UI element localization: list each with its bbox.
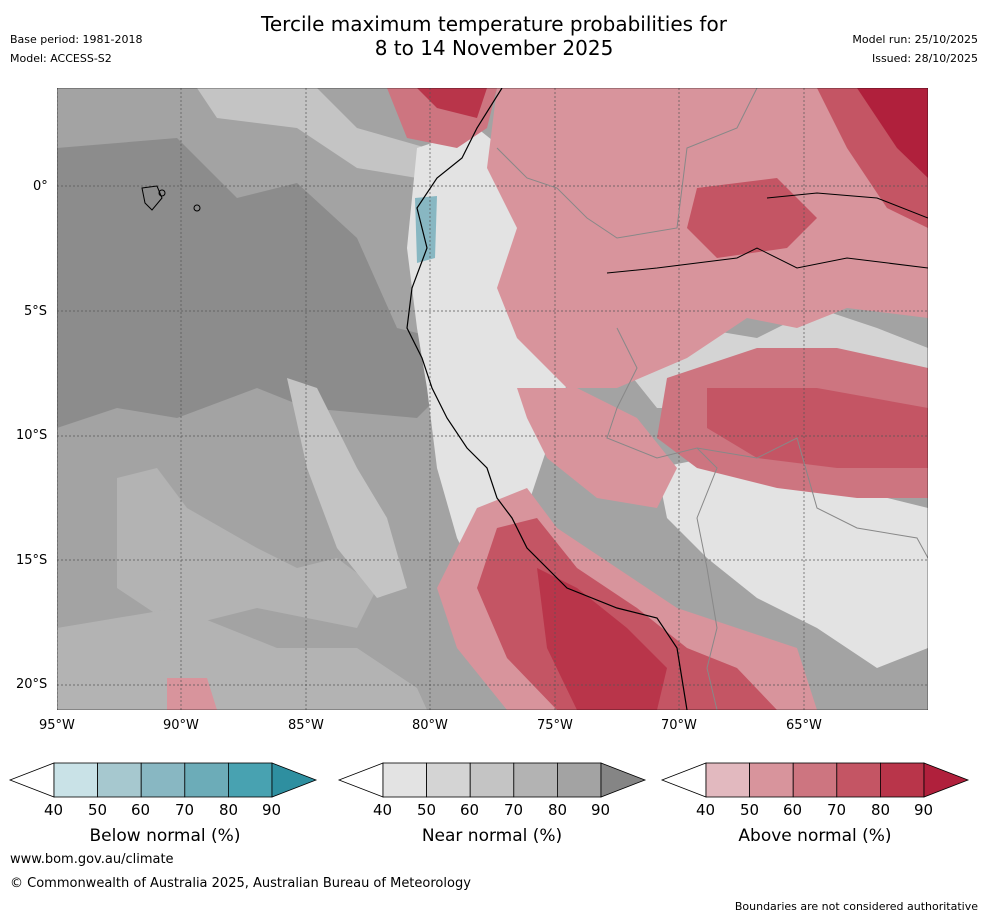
colorbar-left-extend xyxy=(660,762,707,798)
country-border-east xyxy=(696,437,928,559)
country-border-north xyxy=(496,88,758,239)
cb-below-tick-90: 90 xyxy=(262,801,282,819)
lon-label-80w: 80°W xyxy=(412,718,448,733)
colorbar-segment xyxy=(97,762,142,798)
cb-above-tick-50: 50 xyxy=(740,801,760,819)
lon-label-85w: 85°W xyxy=(288,718,324,733)
colorbar-segment xyxy=(513,762,558,798)
cb-above-tick-90: 90 xyxy=(914,801,934,819)
title-line-2: 8 to 14 November 2025 xyxy=(374,36,614,60)
colorbar-segment xyxy=(140,762,186,798)
island-santa-cruz xyxy=(158,189,166,197)
near-normal-50-strip xyxy=(287,378,407,598)
above-normal-70-central xyxy=(687,178,817,258)
colorbar-segment xyxy=(705,762,750,798)
above-normal-50-peru xyxy=(517,388,677,508)
colorbar-below-normal xyxy=(8,762,318,798)
near-normal-60-region xyxy=(117,468,377,628)
colorbar-segment xyxy=(557,762,602,798)
colorbar-left-extend xyxy=(8,762,55,798)
lat-label-20s: 20°S xyxy=(16,677,48,692)
cb-near-tick-50: 50 xyxy=(417,801,437,819)
below-normal-60-spot xyxy=(415,196,437,263)
cb-above-tick-70: 70 xyxy=(827,801,847,819)
lat-label-15s: 15°S xyxy=(16,553,48,568)
lon-label-90w: 90°W xyxy=(163,718,199,733)
above-normal-70-east xyxy=(707,388,928,468)
colorbar-segment xyxy=(880,762,925,798)
amazon-river xyxy=(606,247,928,274)
cb-near-tick-80: 80 xyxy=(548,801,568,819)
issued-date: Issued: 28/10/2025 xyxy=(871,52,978,65)
colorbar-segment xyxy=(184,762,229,798)
country-border-south xyxy=(606,327,718,710)
lon-label-95w: 95°W xyxy=(39,718,75,733)
below-normal-label: Below normal (%) xyxy=(89,826,241,846)
lat-label-5s: 5°S xyxy=(24,304,48,319)
cb-below-tick-60: 60 xyxy=(131,801,151,819)
colorbar-segment xyxy=(53,762,98,798)
colorbar-segment xyxy=(792,762,838,798)
cb-near-tick-70: 70 xyxy=(504,801,524,819)
colorbar-left-extend xyxy=(337,762,384,798)
colorbars xyxy=(8,762,970,798)
cb-below-tick-50: 50 xyxy=(88,801,108,819)
lat-label-0: 0° xyxy=(33,179,48,194)
above-normal-80-northwest xyxy=(417,88,487,118)
model-name: Model: ACCESS-S2 xyxy=(10,52,112,65)
near-normal-50-region xyxy=(197,88,427,178)
near-normal-60-south xyxy=(57,608,427,710)
island-isabela xyxy=(141,185,163,211)
cb-below-tick-80: 80 xyxy=(219,801,239,819)
colorbar-segment xyxy=(382,762,427,798)
cb-below-tick-40: 40 xyxy=(44,801,64,819)
lon-label-75w: 75°W xyxy=(537,718,573,733)
cb-near-tick-90: 90 xyxy=(591,801,611,819)
disclaimer-text: Boundaries are not considered authoritat… xyxy=(734,900,978,913)
lon-label-70w: 70°W xyxy=(661,718,697,733)
title-line-1: Tercile maximum temperature probabilitie… xyxy=(261,12,727,36)
near-normal-80-region xyxy=(57,138,447,428)
coastline xyxy=(406,88,688,710)
cb-above-tick-60: 60 xyxy=(783,801,803,819)
above-normal-label: Above normal (%) xyxy=(738,826,892,846)
colorbar-right-extend xyxy=(271,762,318,798)
colorbar-right-extend xyxy=(923,762,970,798)
above-normal-70-south xyxy=(477,518,777,710)
cb-below-tick-70: 70 xyxy=(175,801,195,819)
colorbar-right-extend xyxy=(600,762,647,798)
copyright-text: © Commonwealth of Australia 2025, Austra… xyxy=(10,876,471,891)
above-normal-90-northeast xyxy=(857,88,928,178)
lat-label-10s: 10°S xyxy=(16,428,48,443)
model-run: Model run: 25/10/2025 xyxy=(852,33,978,46)
colorbar-segment xyxy=(836,762,881,798)
website-link[interactable]: www.bom.gov.au/climate xyxy=(10,852,174,867)
probability-map xyxy=(57,88,928,710)
cb-above-tick-80: 80 xyxy=(871,801,891,819)
colorbar-segment xyxy=(469,762,515,798)
lon-label-65w: 65°W xyxy=(786,718,822,733)
cb-near-tick-60: 60 xyxy=(460,801,480,819)
island-san-cristobal xyxy=(193,204,201,212)
near-normal-40-southeast xyxy=(657,448,928,668)
cb-near-tick-40: 40 xyxy=(373,801,393,819)
galapagos-islands xyxy=(141,185,201,212)
graticule xyxy=(57,88,928,710)
colorbar-segment xyxy=(426,762,471,798)
base-period: Base period: 1981-2018 xyxy=(10,33,143,46)
cb-above-tick-40: 40 xyxy=(696,801,716,819)
above-normal-80-south xyxy=(537,568,667,710)
river-north xyxy=(766,192,928,219)
near-normal-label: Near normal (%) xyxy=(421,826,563,846)
chart-title: Tercile maximum temperature probabilitie… xyxy=(0,12,988,60)
colorbar-near-normal xyxy=(337,762,647,798)
colorbar-above-normal xyxy=(660,762,970,798)
colorbar-segment xyxy=(749,762,794,798)
above-normal-50-southwest xyxy=(167,678,217,710)
colorbar-segment xyxy=(227,762,273,798)
